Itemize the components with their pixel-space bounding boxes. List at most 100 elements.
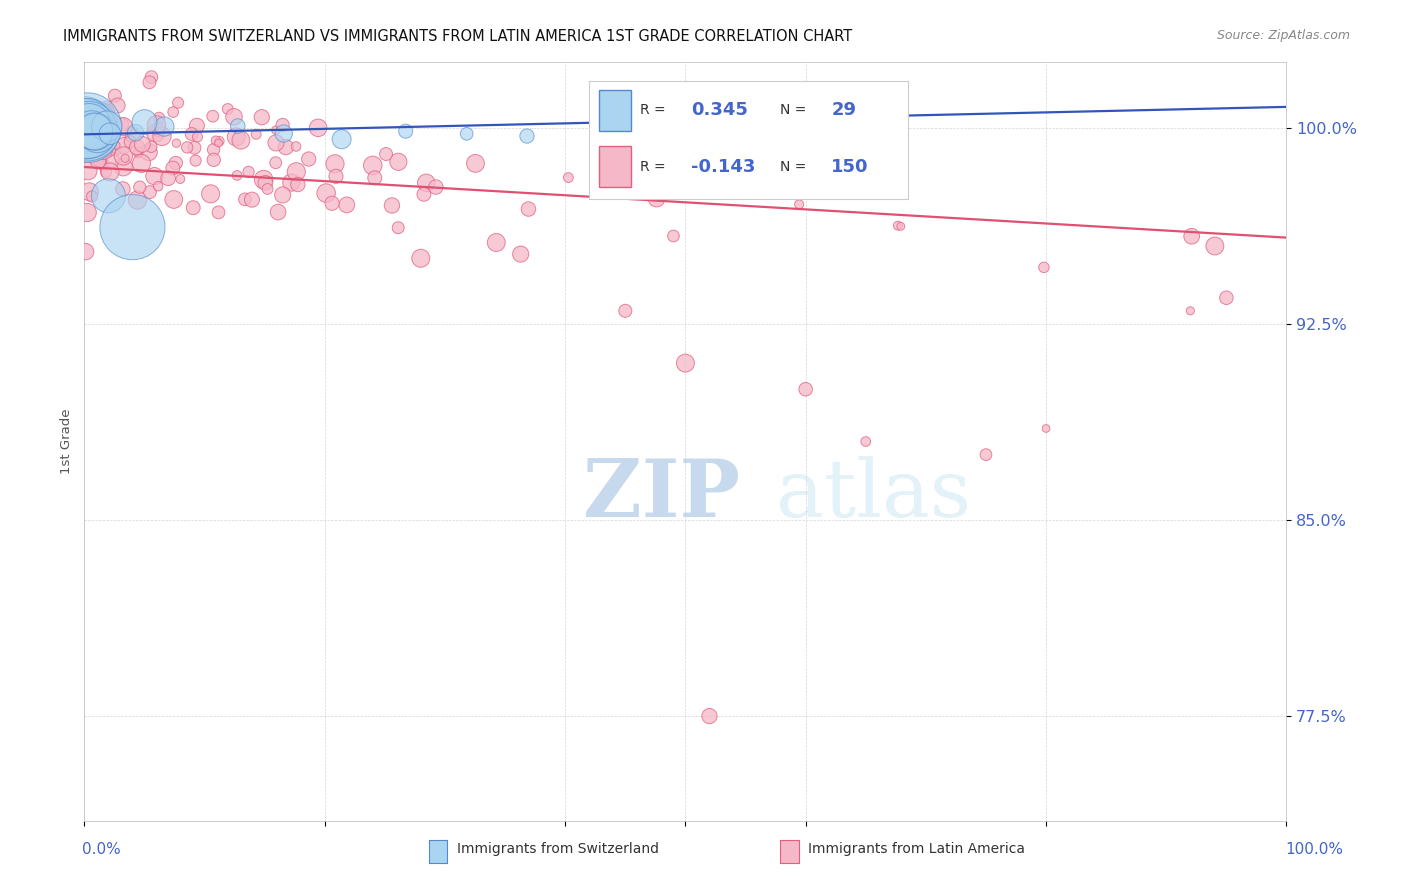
Point — [121, 128, 143, 142]
Point — [264, 136, 287, 150]
Point — [139, 185, 162, 199]
Point — [114, 151, 136, 165]
Point — [75, 113, 97, 128]
Point — [274, 140, 297, 154]
Point — [207, 205, 229, 219]
Point — [273, 127, 295, 141]
Point — [75, 140, 97, 154]
Point — [222, 110, 245, 124]
Point — [200, 186, 222, 201]
Point — [93, 144, 115, 158]
Point — [141, 70, 163, 84]
Point — [112, 138, 135, 153]
Point — [285, 165, 308, 179]
Point — [76, 120, 98, 134]
Point — [169, 172, 191, 186]
Point — [464, 156, 486, 170]
Point — [325, 169, 347, 184]
Point — [381, 198, 404, 212]
Point — [409, 252, 432, 266]
Point — [90, 124, 112, 138]
Point — [202, 143, 225, 157]
Point — [104, 88, 127, 103]
Point — [90, 157, 112, 171]
Point — [699, 709, 721, 723]
Point — [287, 178, 309, 192]
Point — [79, 185, 101, 199]
Point — [298, 152, 321, 166]
Point — [186, 129, 208, 144]
Point — [84, 125, 107, 139]
Point — [509, 247, 531, 261]
Point — [887, 186, 910, 200]
Point — [412, 187, 434, 202]
Point — [516, 129, 538, 144]
Point — [150, 129, 173, 144]
Point — [124, 126, 146, 140]
Point — [267, 205, 290, 219]
Point — [141, 139, 163, 153]
Point — [252, 172, 274, 186]
Point — [1181, 229, 1204, 244]
Point — [76, 136, 98, 150]
Point — [285, 139, 308, 153]
Point — [207, 136, 229, 150]
Point — [90, 134, 112, 148]
Point — [245, 128, 267, 142]
Point — [229, 133, 252, 147]
Point — [128, 180, 150, 194]
Point — [787, 197, 810, 211]
Point — [226, 169, 249, 183]
Point — [456, 127, 478, 141]
Point — [138, 145, 160, 160]
Point — [77, 118, 100, 132]
Point — [146, 179, 169, 194]
Point — [974, 448, 997, 462]
Point — [80, 123, 103, 137]
Point — [111, 118, 134, 132]
Point — [321, 196, 343, 211]
Point — [485, 235, 508, 250]
Point — [76, 114, 98, 128]
Point — [153, 120, 176, 134]
Point — [387, 154, 409, 169]
Point — [73, 115, 96, 129]
Point — [145, 118, 167, 132]
Point — [217, 102, 239, 116]
Point — [1032, 260, 1054, 275]
Point — [96, 101, 118, 115]
Point — [79, 143, 101, 157]
Point — [250, 110, 273, 124]
Text: 100.0%: 100.0% — [1285, 842, 1344, 856]
Point — [315, 186, 337, 200]
Point — [80, 126, 103, 140]
Point — [93, 158, 115, 172]
Point — [240, 193, 263, 207]
Point — [121, 220, 143, 235]
Point — [176, 140, 198, 154]
Point — [794, 382, 817, 396]
Point — [183, 141, 205, 155]
Point — [415, 176, 437, 190]
Point — [82, 136, 104, 150]
Point — [162, 105, 184, 120]
Point — [202, 153, 225, 167]
Point — [323, 157, 346, 171]
Point — [76, 205, 98, 219]
Point — [83, 124, 105, 138]
Point — [238, 165, 260, 179]
Point — [1204, 239, 1226, 253]
Point — [75, 244, 97, 259]
Text: IMMIGRANTS FROM SWITZERLAND VS IMMIGRANTS FROM LATIN AMERICA 1ST GRADE CORRELATI: IMMIGRANTS FROM SWITZERLAND VS IMMIGRANT… — [63, 29, 852, 44]
Point — [145, 126, 167, 140]
Point — [662, 229, 685, 244]
Point — [256, 182, 278, 196]
Point — [98, 127, 121, 141]
Point — [87, 154, 110, 169]
Point — [148, 122, 170, 136]
Point — [127, 193, 149, 207]
Text: 0.0%: 0.0% — [82, 842, 121, 856]
Point — [890, 219, 912, 234]
Point — [131, 137, 153, 152]
Point — [96, 136, 118, 150]
